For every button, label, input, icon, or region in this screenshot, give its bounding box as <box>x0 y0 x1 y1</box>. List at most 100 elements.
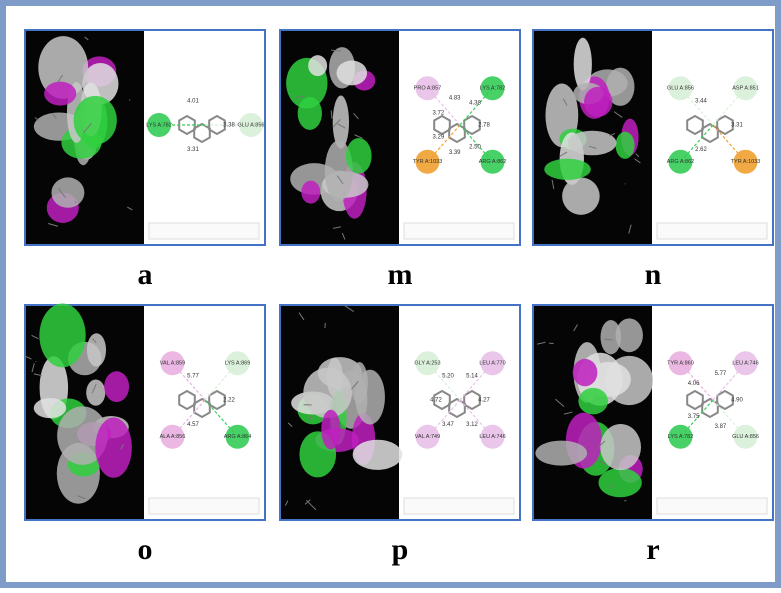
legend-box <box>149 498 259 514</box>
stick <box>625 184 626 185</box>
residue-label: TYR A:1033 <box>731 159 761 165</box>
surface-blob <box>600 424 641 470</box>
stick <box>604 339 612 340</box>
surface-blob <box>337 61 368 86</box>
surface-blob <box>303 368 352 418</box>
distance-label: 4.38 <box>469 101 481 107</box>
panel: LEU A:770 LEU A:746 VAL A:749 GLY A:253 4.27… <box>280 305 520 520</box>
panel: LEU A:746 GLU A:856 LYS A:782 TYR A:860 4.90… <box>533 305 773 520</box>
residue-label: ARG A:862 <box>667 159 695 165</box>
surface-blob <box>574 38 592 91</box>
surface-blob <box>346 138 372 174</box>
distance-label: 3.87 <box>715 424 727 430</box>
distance-label: 4.72 <box>430 398 442 404</box>
distance-label: 2.50 <box>469 144 481 150</box>
distance-label: 3.47 <box>442 422 454 428</box>
residue-label: LEU A:770 <box>479 361 505 367</box>
panel-label: n <box>645 258 662 291</box>
surface-blob <box>301 181 320 204</box>
surface-blob <box>353 440 402 470</box>
surface-blob <box>562 177 600 214</box>
distance-label: 4.06 <box>688 381 700 387</box>
surface-blob <box>39 304 85 368</box>
distance-label: 4.27 <box>478 398 490 404</box>
surface-blob <box>87 333 106 366</box>
residue-label: GLU A:856 <box>667 86 694 92</box>
residue-label: LYS A:869 <box>225 361 251 367</box>
panel-label: o <box>138 533 153 566</box>
panel-label: a <box>138 258 153 291</box>
distance-label: 5.77 <box>715 371 727 377</box>
residue-label: GLU A:856 <box>732 434 759 440</box>
residue-label: ASP A:851 <box>732 86 759 92</box>
panel: LYS A:782 ARG A:862 TYR A:1033 PRO A:857 2.7… <box>280 30 520 245</box>
surface-blob <box>544 159 591 180</box>
surface-blob <box>355 370 385 425</box>
surface-blob <box>51 177 84 207</box>
panel: LYS A:869 ARG A:864 ALA A:856 VAL A:859 2.22… <box>24 304 265 520</box>
surface-blob <box>95 418 132 478</box>
surface-blob <box>308 55 327 76</box>
residue-label: ARG A:864 <box>224 434 252 440</box>
distance-label: 4.01 <box>187 98 199 104</box>
surface-blob <box>578 388 608 415</box>
residue-label: LYS A:782 <box>480 86 506 92</box>
residue-label: LEU A:746 <box>732 361 758 367</box>
distance-label: 3.38 <box>223 123 235 129</box>
surface-blob <box>568 131 616 156</box>
surface-blob <box>34 398 67 418</box>
residue-label: GLU A:856 <box>238 122 265 128</box>
distance-label: 5.14 <box>466 373 478 379</box>
legend-box <box>404 498 514 514</box>
distance-label: 3.31 <box>187 147 199 153</box>
residue-label: VAL A:859 <box>160 361 185 367</box>
surface-blob <box>584 87 612 117</box>
surface-blob <box>616 318 643 352</box>
residue-label: LYS A:782 <box>668 434 694 440</box>
distance-label: 3.44 <box>695 98 707 104</box>
surface-blob <box>74 96 117 145</box>
surface-blob <box>298 97 322 130</box>
residue-label: LEU A:746 <box>479 434 505 440</box>
surface-blob <box>573 359 598 386</box>
legend-box <box>657 223 767 239</box>
distance-label: 3.72 <box>433 110 445 116</box>
distance-label: 4.83 <box>449 95 461 101</box>
distance-label: 2.78 <box>478 123 490 129</box>
legend-box <box>149 223 259 239</box>
panel: GLU A:856 LYS A:782 3.38 3.31 4.01 <box>25 30 265 245</box>
residue-label: LYS A:782 <box>146 122 172 128</box>
surface-blob <box>104 371 129 402</box>
distance-label: 5.77 <box>187 373 199 379</box>
distance-label: 3.29 <box>433 135 445 141</box>
legend-box <box>657 498 767 514</box>
surface-blob <box>616 132 635 159</box>
panel-label: m <box>388 258 413 291</box>
panel-label: p <box>392 533 409 566</box>
surface-blob <box>535 441 587 466</box>
surface-blob <box>321 410 340 450</box>
panel-label: r <box>646 533 659 566</box>
distance-label: 4.90 <box>731 398 743 404</box>
distance-label: 3.31 <box>731 123 743 129</box>
distance-label: 3.39 <box>449 150 461 156</box>
panel: ASP A:851 TYR A:1033 ARG A:862 GLU A:856 3.3… <box>533 30 773 245</box>
residue-label: GLY A:253 <box>414 361 440 367</box>
residue-label: TYR A:860 <box>667 361 694 367</box>
residue-label: ALA A:856 <box>160 434 186 440</box>
surface-blob <box>86 380 105 406</box>
distance-label: 4.57 <box>187 422 199 428</box>
distance-label: 5.20 <box>442 373 454 379</box>
surface-blob <box>598 468 641 497</box>
residue-label: ARG A:862 <box>479 159 507 165</box>
surface-blob <box>44 82 76 106</box>
residue-label: TYR A:1033 <box>413 159 443 165</box>
distance-label: 2.22 <box>223 398 235 404</box>
legend-box <box>404 223 514 239</box>
residue-label: VAL A:749 <box>415 434 440 440</box>
distance-label: 2.62 <box>695 147 707 153</box>
distance-label: 3.12 <box>466 422 478 428</box>
residue-label: PRO A:857 <box>414 86 442 92</box>
distance-label: 3.75 <box>688 414 700 420</box>
